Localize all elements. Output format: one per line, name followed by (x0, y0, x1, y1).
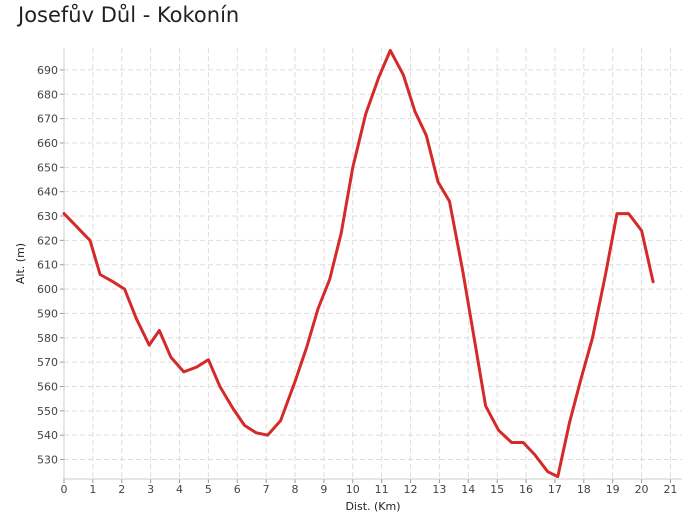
x-tick-label: 5 (205, 483, 212, 496)
x-tick-label: 16 (519, 483, 533, 496)
x-tick-label: 1 (89, 483, 96, 496)
x-tick-label: 4 (176, 483, 183, 496)
y-tick-label: 600 (37, 283, 58, 296)
x-tick-label: 8 (292, 483, 299, 496)
y-tick-label: 660 (37, 137, 58, 150)
x-tick-label: 15 (490, 483, 504, 496)
x-tick-label: 20 (635, 483, 649, 496)
x-tick-label: 2 (118, 483, 125, 496)
y-tick-label: 530 (37, 454, 58, 467)
y-tick-label: 570 (37, 356, 58, 369)
y-tick-label: 580 (37, 332, 58, 345)
elevation-line (62, 48, 655, 479)
grid-lines (60, 48, 682, 483)
x-tick-label: 3 (147, 483, 154, 496)
tick-labels: 0 1 2 3 4 5 6 7 8 9 10 11 12 13 14 15 16 17 18 19 20 21530540… (37, 64, 677, 496)
x-tick-label: 0 (61, 483, 68, 496)
x-tick-label: 6 (234, 483, 241, 496)
x-tick-label: 7 (263, 483, 270, 496)
y-tick-label: 640 (37, 186, 58, 199)
x-tick-label: 12 (404, 483, 418, 496)
y-tick-label: 610 (37, 259, 58, 272)
x-tick-label: 10 (346, 483, 360, 496)
y-tick-label: 550 (37, 405, 58, 418)
y-axis-label: Alt. (m) (14, 243, 27, 284)
y-tick-label: 560 (37, 380, 58, 393)
y-tick-label: 650 (37, 161, 58, 174)
chart-title: Josefův Důl - Kokonín (18, 3, 240, 27)
x-tick-label: 14 (461, 483, 475, 496)
y-tick-label: 540 (37, 429, 58, 442)
y-tick-label: 620 (37, 234, 58, 247)
x-tick-label: 13 (432, 483, 446, 496)
x-tick-label: 21 (663, 483, 677, 496)
y-tick-label: 590 (37, 307, 58, 320)
y-tick-label: 670 (37, 113, 58, 126)
x-tick-label: 17 (548, 483, 562, 496)
x-tick-label: 18 (577, 483, 591, 496)
x-tick-label: 19 (606, 483, 620, 496)
x-tick-label: 9 (320, 483, 327, 496)
x-axis-label: Dist. (Km) (345, 500, 400, 513)
y-tick-label: 690 (37, 64, 58, 77)
y-tick-label: 630 (37, 210, 58, 223)
x-tick-label: 11 (375, 483, 389, 496)
y-tick-label: 680 (37, 88, 58, 101)
